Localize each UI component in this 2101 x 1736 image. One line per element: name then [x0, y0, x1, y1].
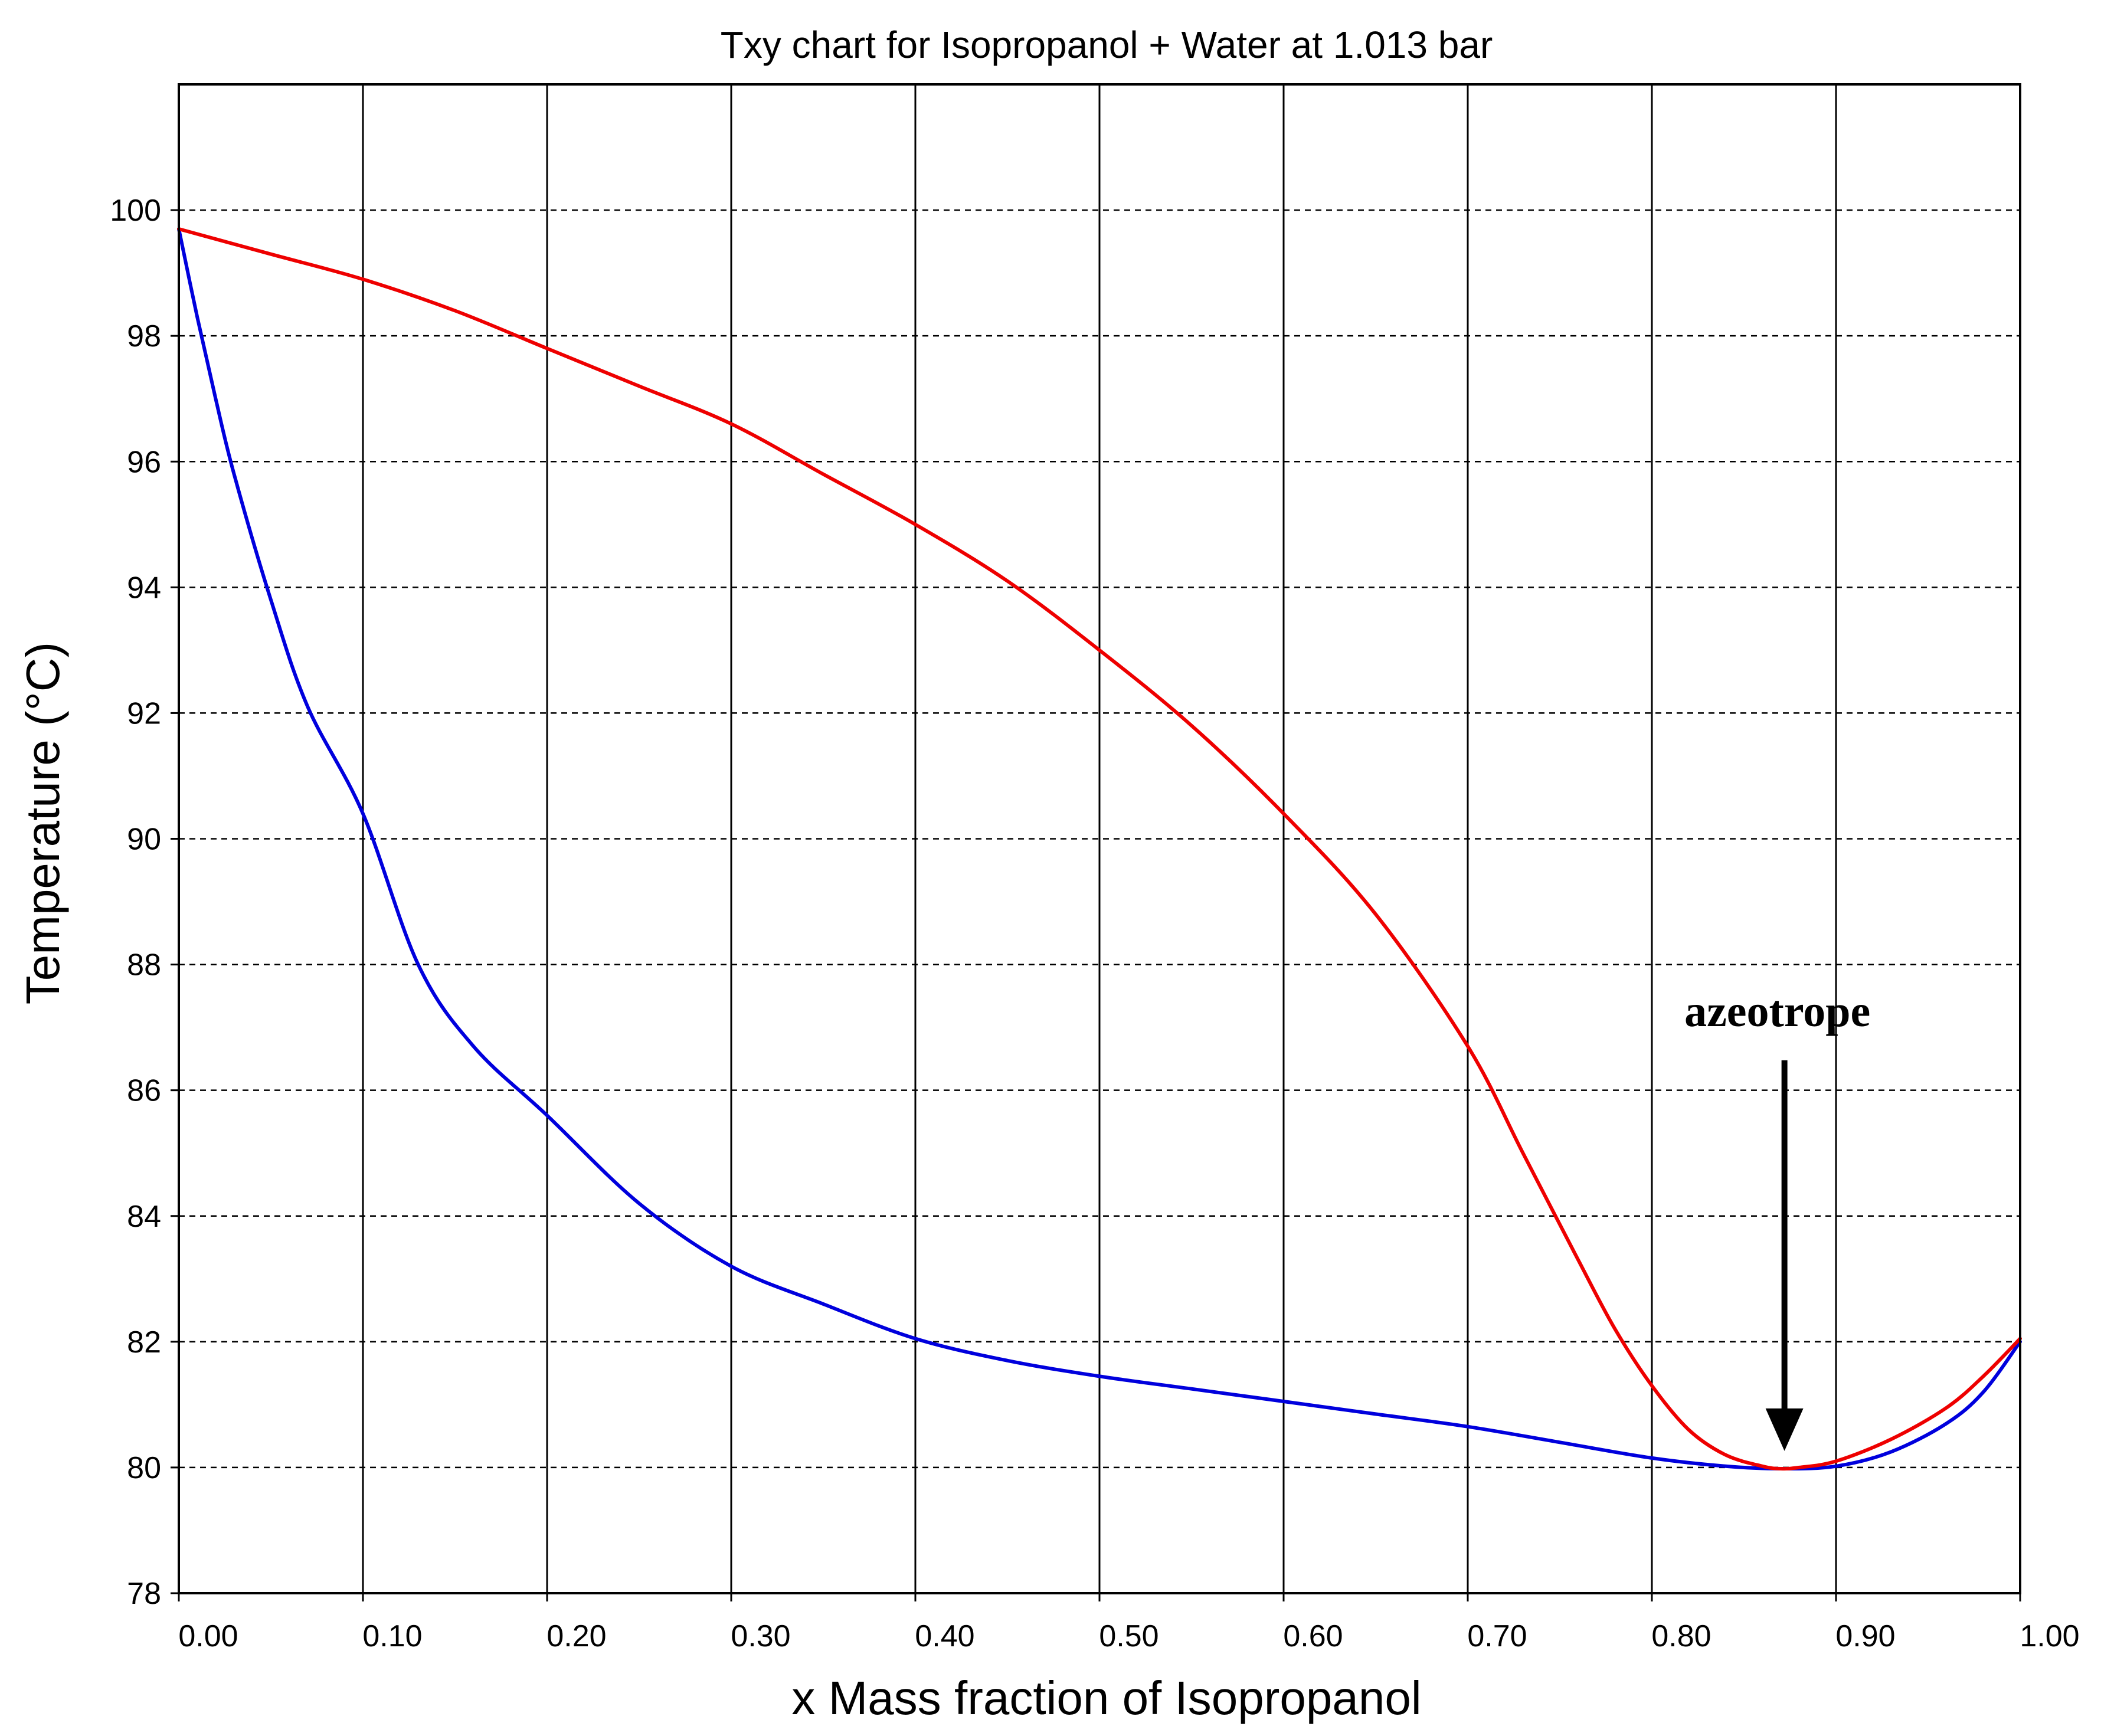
y-tick-label: 92 — [127, 696, 161, 731]
x-tick-label: 0.60 — [1283, 1619, 1343, 1653]
y-tick-label: 84 — [127, 1200, 161, 1234]
y-tick-label: 88 — [127, 948, 161, 982]
series-line-red — [177, 227, 2022, 1471]
azeotrope-label: azeotrope — [1684, 987, 1870, 1036]
chart-title: Txy chart for Isopropanol + Water at 1.0… — [721, 24, 1493, 66]
annotations: azeotrope — [1684, 987, 1870, 1451]
y-tick-label: 86 — [127, 1074, 161, 1108]
y-tick-label: 94 — [127, 571, 161, 605]
series-line-blue — [177, 227, 2022, 1471]
azeotrope-arrow-head — [1765, 1408, 1804, 1451]
x-tick-label: 0.50 — [1099, 1619, 1159, 1653]
x-tick-label: 0.70 — [1467, 1619, 1527, 1653]
x-tick-label: 0.80 — [1651, 1619, 1711, 1653]
x-tick-label: 0.00 — [178, 1619, 238, 1653]
y-tick-label: 80 — [127, 1451, 161, 1485]
grid — [179, 84, 2020, 1593]
y-tick-label: 98 — [127, 319, 161, 353]
axis-ticks: 0.00 0.10 0.20 0.30 0.40 0.50 0.60 0.70 0.80 0.90… — [110, 194, 2079, 1653]
x-tick-label: 0.10 — [362, 1619, 422, 1653]
y-axis-label: Temperature (°C) — [17, 642, 69, 1004]
y-tick-label: 96 — [127, 445, 161, 479]
y-tick-label: 90 — [127, 823, 161, 857]
x-tick-label: 0.40 — [915, 1619, 974, 1653]
x-tick-label: 0.30 — [731, 1619, 790, 1653]
x-tick-label: 1.00 — [2020, 1619, 2079, 1653]
x-tick-label: 0.90 — [1835, 1619, 1895, 1653]
x-tick-label: 0.20 — [546, 1619, 606, 1653]
series-lines — [177, 227, 2022, 1471]
x-axis-label: x Mass fraction of Isopropanol — [791, 1672, 1421, 1724]
y-tick-label: 100 — [110, 194, 161, 228]
y-tick-label: 78 — [127, 1577, 161, 1611]
y-tick-label: 82 — [127, 1325, 161, 1360]
plot-frame — [178, 83, 2021, 1594]
